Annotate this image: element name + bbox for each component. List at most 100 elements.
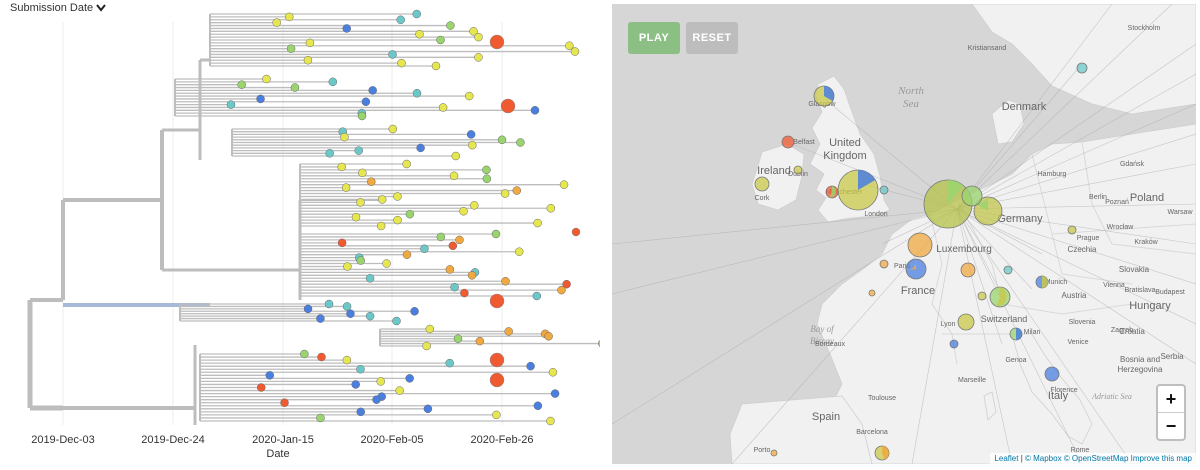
tree-tip[interactable] <box>420 244 429 254</box>
tree-tip[interactable] <box>393 215 402 225</box>
tree-tip[interactable] <box>356 256 365 265</box>
tree-tip[interactable] <box>365 311 375 321</box>
tree-tip[interactable] <box>328 77 338 87</box>
tree-tip-highlight[interactable] <box>489 352 505 368</box>
tree-tip[interactable] <box>530 106 540 115</box>
tree-tip[interactable] <box>343 262 352 271</box>
tree-tip[interactable] <box>368 86 377 95</box>
tree-tip[interactable] <box>237 80 246 89</box>
tree-tip[interactable] <box>376 377 385 386</box>
marker-italy[interactable] <box>1044 366 1060 382</box>
tree-tip[interactable] <box>392 316 401 326</box>
phylogeny-tree[interactable]: 2019-Dec-03 2019-Dec-24 2020-Jan-15 2020-Fe… <box>0 0 600 470</box>
tree-tip[interactable] <box>468 140 477 150</box>
marker-switzerland[interactable] <box>989 286 1011 308</box>
tree-tip[interactable] <box>431 61 441 71</box>
tree-tip[interactable] <box>357 111 367 121</box>
tree-tip[interactable] <box>482 174 492 184</box>
reset-button[interactable]: RESET <box>686 22 738 54</box>
tree-tip[interactable] <box>256 383 266 392</box>
marker-northern-ireland[interactable] <box>781 135 795 149</box>
marker-circle[interactable] <box>879 259 889 269</box>
tree-tip[interactable] <box>280 398 289 407</box>
tree-tip[interactable] <box>405 374 414 383</box>
improve-map-link[interactable]: Improve this map <box>1130 454 1192 463</box>
tree-tip[interactable] <box>337 162 347 172</box>
marker-geneva[interactable] <box>957 313 975 331</box>
marker-circle[interactable] <box>879 185 889 195</box>
tree-tip[interactable] <box>410 307 419 316</box>
marker-italy-north[interactable] <box>1009 327 1023 341</box>
marker-circle[interactable] <box>907 232 933 258</box>
marker-rennes[interactable] <box>868 289 876 297</box>
tree-tip[interactable] <box>460 288 469 298</box>
tree-tip[interactable] <box>325 149 334 158</box>
tree-tip[interactable] <box>358 168 367 178</box>
marker-france-east[interactable] <box>960 262 976 278</box>
marker-wales[interactable] <box>825 185 839 199</box>
marker-circle[interactable] <box>960 262 976 278</box>
tree-tip[interactable] <box>272 18 281 27</box>
tree-tip[interactable] <box>356 407 366 417</box>
tree-tip[interactable] <box>475 336 485 346</box>
marker-dublin[interactable] <box>793 165 803 175</box>
tree-tip[interactable] <box>416 143 425 153</box>
marker-circle[interactable] <box>957 313 975 331</box>
tree-tip[interactable] <box>474 53 483 62</box>
tree-tip[interactable] <box>532 291 542 301</box>
tree-tip[interactable] <box>546 416 555 426</box>
marker-netherlands[interactable] <box>923 179 973 229</box>
tree-tip[interactable] <box>500 189 510 198</box>
tree-tip[interactable] <box>351 380 360 389</box>
tree-tip[interactable] <box>290 83 300 92</box>
tree-tip[interactable] <box>305 38 315 48</box>
tree-tip[interactable] <box>474 32 483 42</box>
tree-tip[interactable] <box>570 47 580 56</box>
tree-tip[interactable] <box>497 135 507 145</box>
tree-tip[interactable] <box>393 192 402 201</box>
tree-tip-highlight[interactable] <box>489 372 505 388</box>
tree-tip[interactable] <box>388 124 398 134</box>
tree-tip[interactable] <box>342 24 351 33</box>
tree-tip[interactable] <box>351 212 361 222</box>
marker-circle[interactable] <box>754 176 770 192</box>
marker-germany-bavaria[interactable] <box>1035 275 1049 289</box>
tree-tip[interactable] <box>550 389 560 398</box>
tree-tip[interactable] <box>412 88 422 98</box>
tree-tip[interactable] <box>286 44 296 53</box>
tree-tip[interactable] <box>356 198 365 207</box>
tree-tip[interactable] <box>446 21 455 30</box>
tree-tip[interactable] <box>340 132 349 142</box>
tree-tip[interactable] <box>469 27 478 36</box>
tree-tip[interactable] <box>354 146 363 155</box>
tree-tip[interactable] <box>365 274 375 283</box>
tree-tip-highlight[interactable] <box>489 34 505 50</box>
leaflet-link[interactable]: Leaflet <box>994 454 1019 463</box>
tree-tip[interactable] <box>372 395 381 404</box>
marker-circle[interactable] <box>770 449 778 457</box>
marker-circle[interactable] <box>949 339 959 349</box>
tree-tip[interactable] <box>445 358 454 368</box>
tree-tip[interactable] <box>300 349 309 359</box>
tree-tip[interactable] <box>516 138 525 147</box>
tree-tip[interactable] <box>317 352 326 362</box>
marker-belgium[interactable] <box>973 196 1003 226</box>
tree-tip[interactable] <box>533 218 542 228</box>
zoom-in-button[interactable]: + <box>1158 386 1184 413</box>
tree-tip[interactable] <box>376 221 386 231</box>
tree-tip[interactable] <box>464 91 474 101</box>
marker-france[interactable] <box>905 258 927 280</box>
mapbox-link[interactable]: © Mapbox <box>1025 454 1062 463</box>
marker-circle[interactable] <box>1067 225 1077 235</box>
marker-circle[interactable] <box>1044 366 1060 382</box>
tree-tip[interactable] <box>533 401 543 411</box>
tree-tip[interactable] <box>491 229 501 239</box>
marker-circle[interactable] <box>961 185 983 207</box>
tree-tip-highlight[interactable] <box>500 98 516 114</box>
tree-tip[interactable] <box>436 35 445 45</box>
tree-tip[interactable] <box>526 361 535 371</box>
tree-tip[interactable] <box>337 238 347 248</box>
color-by-dropdown[interactable]: Submission Date <box>10 2 106 14</box>
tree-tip[interactable] <box>450 282 459 292</box>
tree-tip[interactable] <box>438 103 448 112</box>
